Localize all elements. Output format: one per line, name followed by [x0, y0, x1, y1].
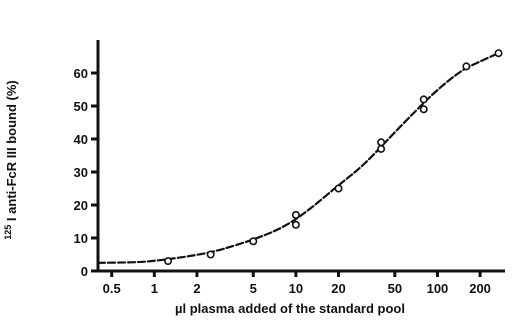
y-tick-label: 0: [81, 264, 88, 279]
data-point: [291, 210, 300, 219]
x-tick-label: 5: [250, 281, 257, 296]
data-point: [249, 237, 258, 246]
data-points: [164, 49, 503, 266]
y-tick-label: 30: [74, 165, 88, 180]
x-tick-label: 0.5: [103, 281, 121, 296]
y-axis-title: 125 I anti-FcR III bound (%): [0, 80, 19, 239]
y-tick-label: 50: [74, 99, 88, 114]
data-point: [334, 184, 343, 193]
x-axis-title: µl plasma added of the standard pool: [175, 301, 405, 316]
data-point: [206, 250, 215, 259]
x-tick-label: 1: [151, 281, 158, 296]
y-ticks: 0 10 20 30 40 50 60: [74, 66, 98, 279]
series-curve: [96, 52, 500, 264]
axes: [96, 40, 505, 273]
x-tick-label: 100: [427, 281, 449, 296]
data-point: [419, 95, 428, 104]
data-point: [494, 49, 503, 58]
y-tick-label: 60: [74, 66, 88, 81]
data-point: [377, 138, 386, 147]
x-tick-label: 50: [388, 281, 402, 296]
data-point: [419, 105, 428, 114]
x-ticks: 0.5 1 2 5 10 20 50 100 200: [103, 271, 491, 296]
x-tick-label: 10: [289, 281, 303, 296]
x-tick-label: 20: [331, 281, 345, 296]
y-tick-label: 40: [74, 132, 88, 147]
svg-text:125 I anti-FcR III bound: 125 I anti-FcR III bound (%): [0, 80, 19, 239]
y-tick-label: 20: [74, 198, 88, 213]
y-tick-label: 10: [74, 231, 88, 246]
data-point: [164, 257, 173, 266]
x-tick-label: 200: [469, 281, 491, 296]
y-axis-title-main: I anti-FcR III bound (%): [4, 80, 19, 221]
data-point: [291, 220, 300, 229]
data-point: [377, 144, 386, 153]
data-point: [462, 62, 471, 71]
y-axis-title-superscript: 125: [3, 225, 13, 240]
x-tick-label: 2: [193, 281, 200, 296]
